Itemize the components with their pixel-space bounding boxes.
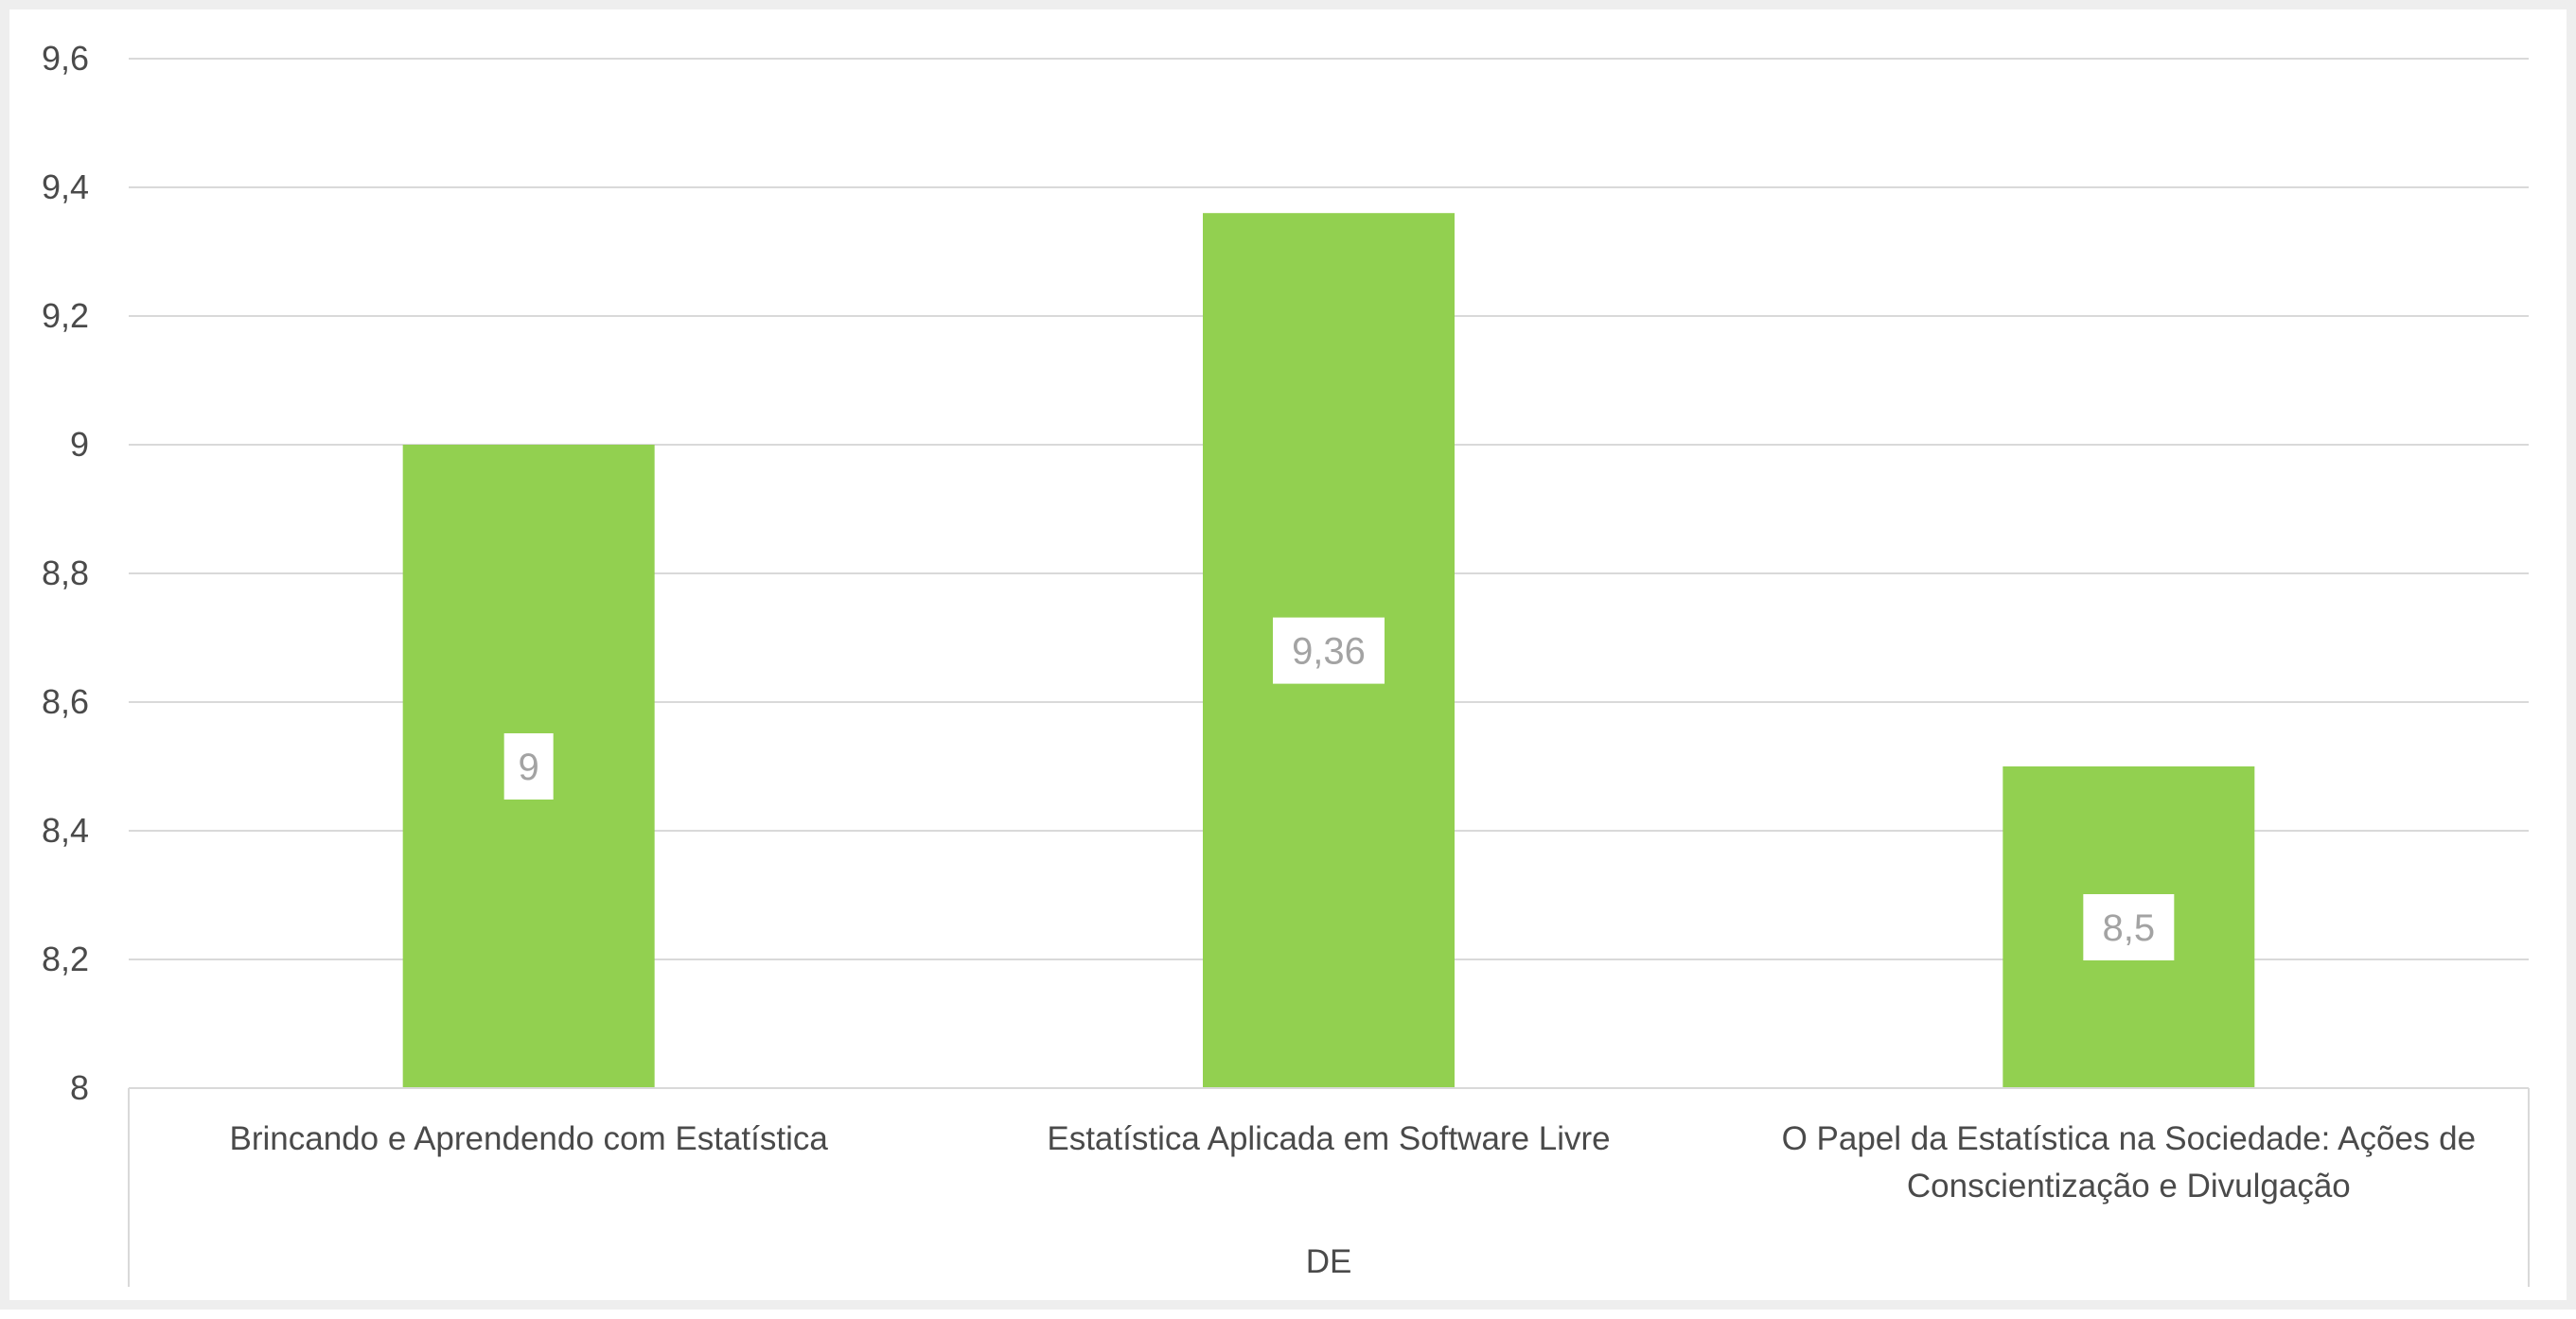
category-label: Brincando e Aprendendo com Estatística bbox=[230, 1120, 829, 1157]
data-label: 9,36 bbox=[1273, 618, 1385, 684]
data-label-text: 9 bbox=[519, 747, 539, 788]
y-tick-label: 8,2 bbox=[42, 940, 89, 978]
data-label-text: 8,5 bbox=[2103, 907, 2156, 949]
y-tick-label: 9 bbox=[70, 425, 89, 464]
y-tick-label: 8,6 bbox=[42, 682, 89, 721]
data-label: 9 bbox=[504, 733, 554, 800]
y-tick-label: 9,2 bbox=[42, 296, 89, 335]
category-label: O Papel da Estatística na Sociedade: Açõ… bbox=[1782, 1120, 2477, 1157]
y-axis-tick-labels: 8 8,2 8,4 8,6 8,8 9 9,2 9,4 9,6 bbox=[42, 39, 89, 1107]
y-tick-label: 9,4 bbox=[42, 167, 89, 206]
bar-chart: 8 8,2 8,4 8,6 8,8 9 9,2 9,4 9,6 9 9,36 8,5 Brincan… bbox=[9, 9, 2576, 1319]
group-label: DE bbox=[1306, 1243, 1352, 1280]
y-tick-label: 8 bbox=[70, 1068, 89, 1107]
y-tick-label: 8,4 bbox=[42, 811, 89, 850]
data-label-text: 9,36 bbox=[1292, 631, 1366, 673]
category-label: Estatística Aplicada em Software Livre bbox=[1047, 1120, 1610, 1157]
data-label: 8,5 bbox=[2083, 894, 2174, 960]
category-labels: Brincando e Aprendendo com Estatística Es… bbox=[230, 1120, 2477, 1280]
y-tick-label: 9,6 bbox=[42, 39, 89, 78]
category-label: Conscientização e Divulgação bbox=[1907, 1168, 2351, 1205]
y-tick-label: 8,8 bbox=[42, 554, 89, 592]
